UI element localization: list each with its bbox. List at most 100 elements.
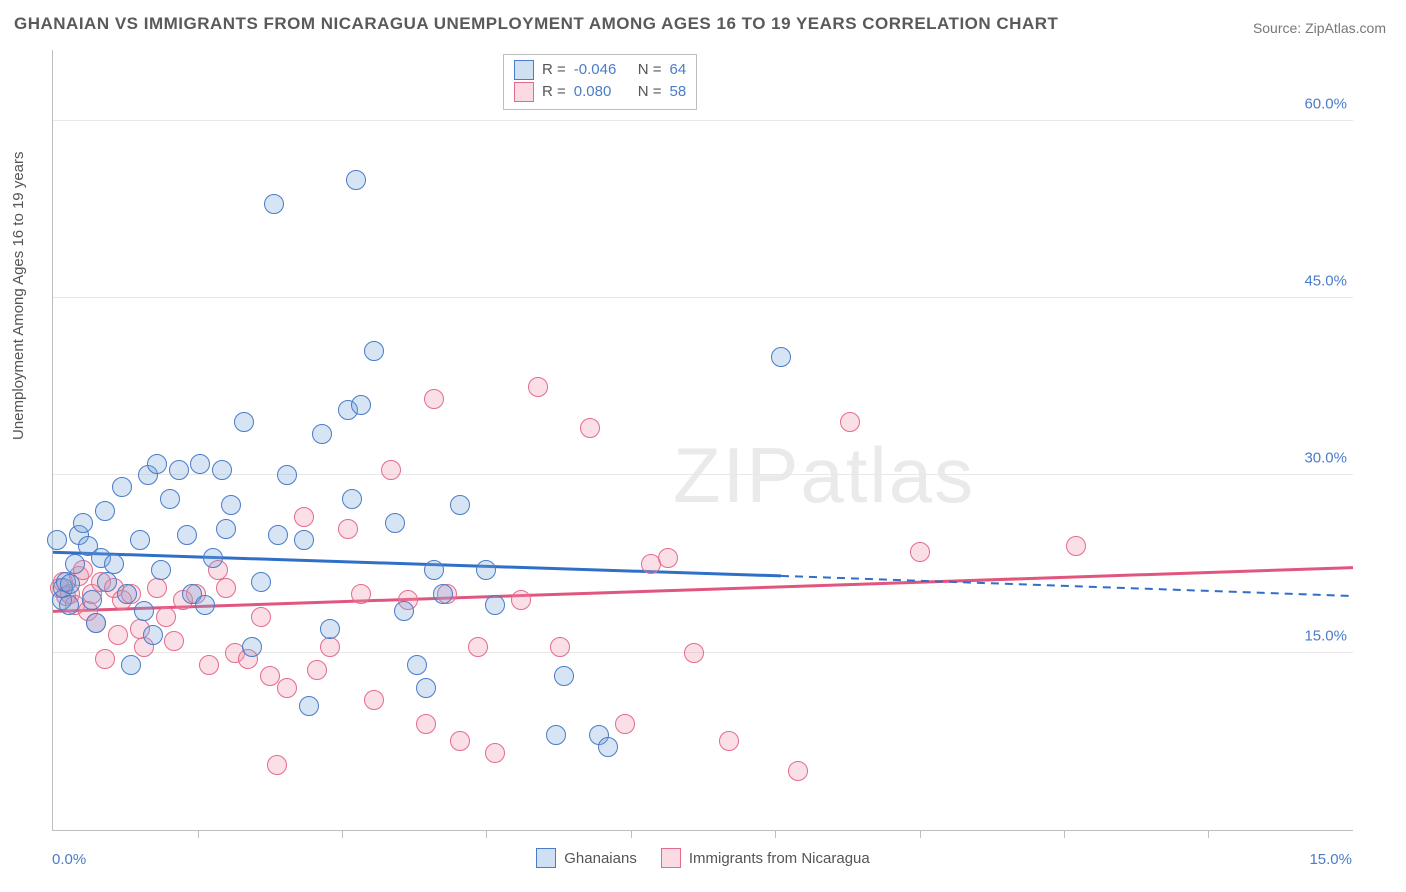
scatter-point: [117, 584, 137, 604]
scatter-point: [268, 525, 288, 545]
scatter-point: [528, 377, 548, 397]
n-label: N =: [638, 59, 662, 81]
scatter-point: [147, 454, 167, 474]
scatter-point: [511, 590, 531, 610]
x-tick: [631, 830, 632, 838]
correlation-legend: R =-0.046N =64R =0.080N =58: [503, 54, 697, 110]
scatter-point: [221, 495, 241, 515]
scatter-point: [580, 418, 600, 438]
scatter-point: [59, 595, 79, 615]
scatter-point: [910, 542, 930, 562]
r-label: R =: [542, 59, 566, 81]
legend-label: Immigrants from Nicaragua: [689, 850, 870, 867]
n-value: 58: [670, 81, 687, 103]
scatter-point: [364, 341, 384, 361]
scatter-point: [95, 649, 115, 669]
scatter-point: [203, 548, 223, 568]
legend-swatch: [514, 82, 534, 102]
legend-swatch: [514, 60, 534, 80]
scatter-point: [485, 595, 505, 615]
y-tick-label: 30.0%: [1304, 450, 1347, 467]
n-label: N =: [638, 81, 662, 103]
scatter-point: [468, 637, 488, 657]
scatter-point: [112, 477, 132, 497]
scatter-point: [450, 495, 470, 515]
scatter-point: [346, 170, 366, 190]
scatter-point: [277, 678, 297, 698]
y-axis-title: Unemployment Among Ages 16 to 19 years: [10, 151, 27, 440]
legend-row: R = -0.046 N = 64: [514, 59, 686, 81]
scatter-point: [86, 613, 106, 633]
scatter-point: [47, 530, 67, 550]
plot-area: ZIPatlas R =-0.046N =64R =0.080N =58 15.…: [52, 50, 1353, 831]
x-tick: [920, 830, 921, 838]
r-value: -0.046: [574, 59, 630, 81]
scatter-point: [104, 554, 124, 574]
scatter-point: [143, 625, 163, 645]
scatter-point: [108, 625, 128, 645]
source-credit: Source: ZipAtlas.com: [1253, 20, 1386, 36]
gridline: [53, 120, 1353, 121]
trend-line: [781, 576, 1353, 596]
scatter-point: [320, 619, 340, 639]
scatter-point: [381, 460, 401, 480]
scatter-point: [433, 584, 453, 604]
scatter-point: [130, 530, 150, 550]
chart-title: GHANAIAN VS IMMIGRANTS FROM NICARAGUA UN…: [14, 14, 1058, 34]
scatter-point: [299, 696, 319, 716]
scatter-point: [134, 601, 154, 621]
scatter-point: [95, 501, 115, 521]
scatter-point: [394, 601, 414, 621]
scatter-point: [351, 584, 371, 604]
scatter-point: [216, 578, 236, 598]
scatter-point: [840, 412, 860, 432]
scatter-point: [407, 655, 427, 675]
x-tick: [1208, 830, 1209, 838]
scatter-point: [242, 637, 262, 657]
gridline: [53, 474, 1353, 475]
scatter-point: [554, 666, 574, 686]
x-tick: [775, 830, 776, 838]
scatter-point: [195, 595, 215, 615]
x-tick: [486, 830, 487, 838]
scatter-point: [212, 460, 232, 480]
scatter-point: [546, 725, 566, 745]
scatter-point: [177, 525, 197, 545]
scatter-point: [338, 519, 358, 539]
n-value: 64: [670, 59, 687, 81]
scatter-point: [1066, 536, 1086, 556]
legend-item: Immigrants from Nicaragua: [661, 848, 870, 868]
legend-swatch: [536, 848, 556, 868]
scatter-point: [788, 761, 808, 781]
scatter-point: [264, 194, 284, 214]
scatter-point: [294, 530, 314, 550]
legend-swatch: [661, 848, 681, 868]
scatter-point: [294, 507, 314, 527]
scatter-point: [277, 465, 297, 485]
legend-item: Ghanaians: [536, 848, 637, 868]
scatter-point: [598, 737, 618, 757]
scatter-point: [424, 560, 444, 580]
scatter-point: [151, 560, 171, 580]
scatter-point: [312, 424, 332, 444]
scatter-point: [97, 572, 117, 592]
scatter-point: [60, 574, 80, 594]
scatter-point: [82, 590, 102, 610]
scatter-point: [684, 643, 704, 663]
scatter-point: [121, 655, 141, 675]
scatter-point: [307, 660, 327, 680]
scatter-point: [364, 690, 384, 710]
legend-row: R =0.080N =58: [514, 81, 686, 103]
y-tick-label: 45.0%: [1304, 273, 1347, 290]
scatter-point: [424, 389, 444, 409]
scatter-point: [615, 714, 635, 734]
series-legend: Ghanaians Immigrants from Nicaragua: [0, 848, 1406, 872]
scatter-point: [342, 489, 362, 509]
x-tick: [1064, 830, 1065, 838]
legend-label: Ghanaians: [564, 850, 637, 867]
scatter-point: [65, 554, 85, 574]
scatter-point: [267, 755, 287, 775]
trend-line: [53, 568, 1353, 612]
scatter-point: [147, 578, 167, 598]
x-tick: [198, 830, 199, 838]
